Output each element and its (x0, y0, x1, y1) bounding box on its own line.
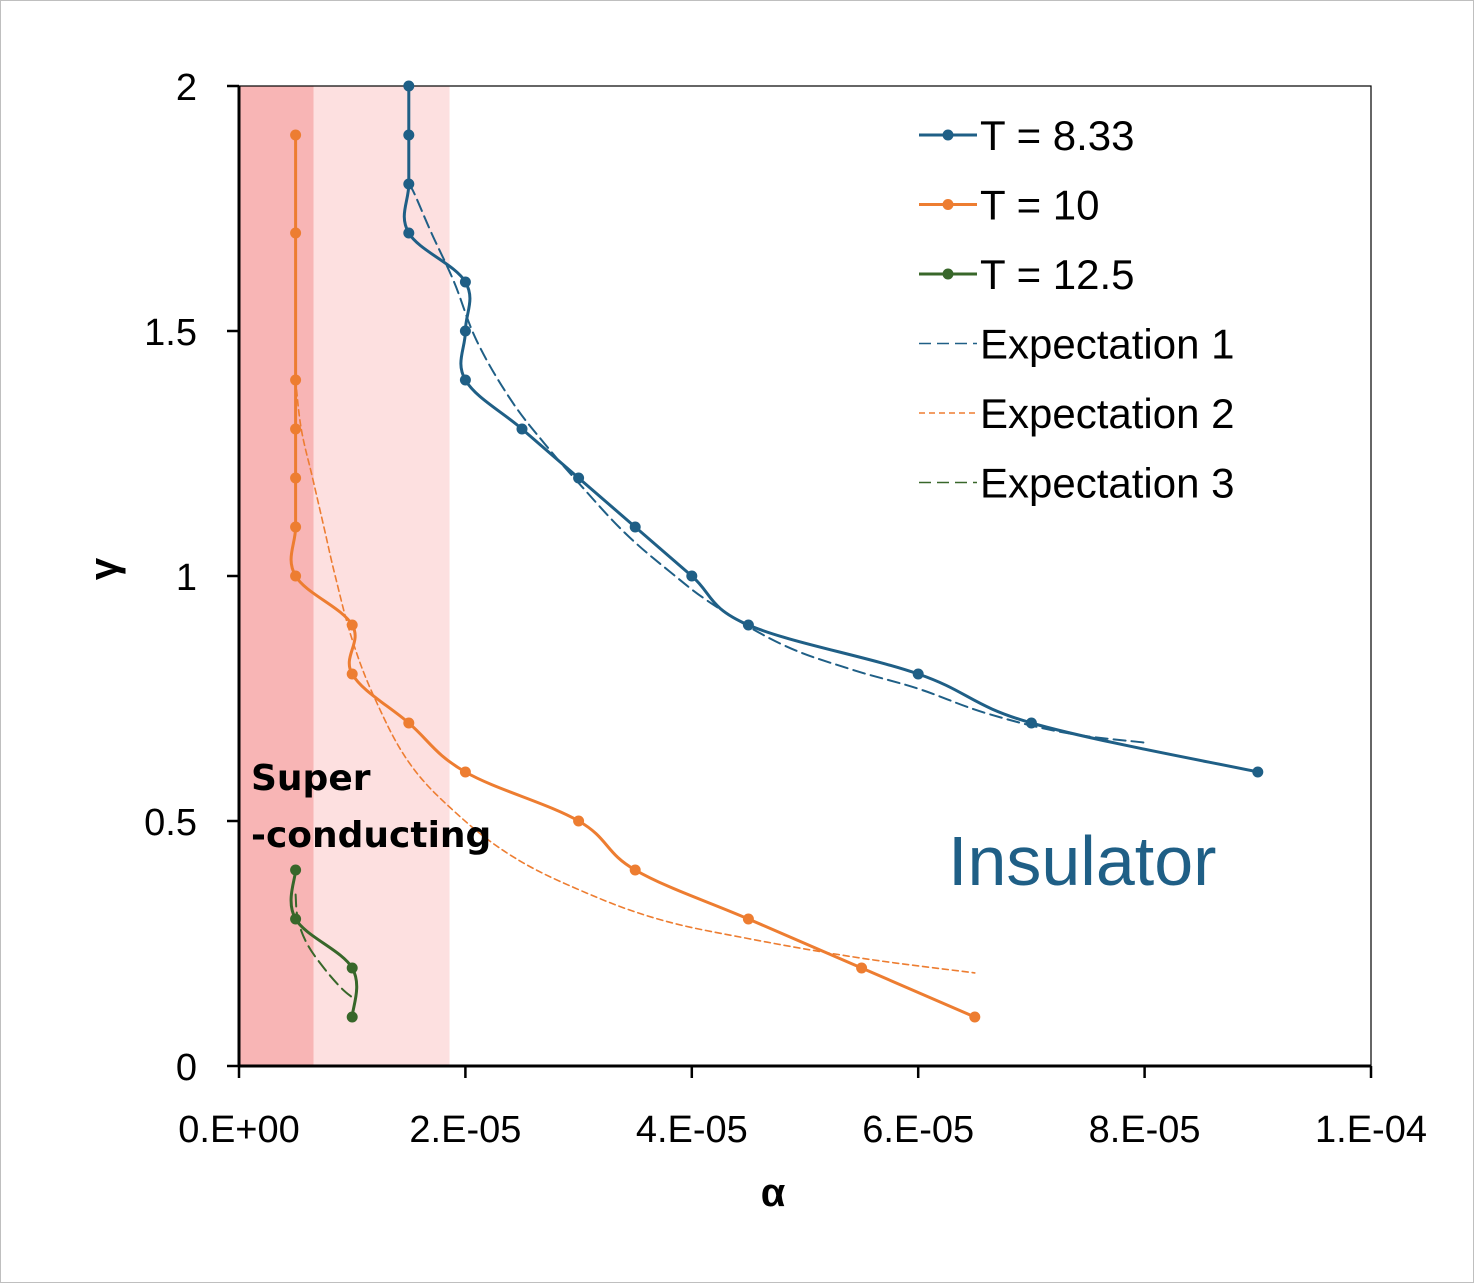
data-point (403, 129, 415, 141)
data-point (290, 129, 302, 141)
data-point (290, 423, 302, 435)
region-label-conducting: -conducting (251, 815, 491, 856)
legend-label-6: Expectation 3 (980, 460, 1235, 507)
data-point (686, 570, 698, 582)
region-shade-1 (239, 86, 314, 1066)
y-axis-title: γ (82, 557, 126, 580)
legend-marker-2 (942, 199, 954, 210)
x-tick-label: 1.E-04 (1315, 1109, 1427, 1151)
series-line-6 (294, 893, 354, 999)
data-point (912, 668, 924, 680)
data-point (346, 962, 358, 974)
data-point (290, 472, 302, 484)
data-point (403, 227, 415, 239)
data-point (856, 962, 868, 974)
y-tick-label: 1.5 (144, 312, 197, 354)
legend-label-3: T = 12.5 (980, 251, 1135, 298)
legend-label-1: T = 8.33 (980, 112, 1135, 159)
data-point (290, 864, 302, 876)
legend-marker-1 (942, 129, 954, 141)
data-point (629, 521, 641, 533)
y-tick-label: 0 (176, 1047, 197, 1089)
data-point (969, 1011, 981, 1023)
data-point (742, 619, 754, 631)
region-label-super: Super (251, 758, 371, 799)
data-point (459, 766, 471, 778)
data-point (346, 668, 358, 680)
data-point (629, 864, 641, 876)
data-point (346, 619, 358, 631)
region-label-insulator: Insulator (948, 822, 1216, 900)
data-point (516, 423, 528, 435)
legend-label-4: Expectation 1 (980, 321, 1235, 368)
x-tick-label: 8.E-05 (1089, 1109, 1201, 1151)
x-tick-label: 2.E-05 (409, 1109, 521, 1151)
data-point (346, 1011, 358, 1023)
data-point (459, 276, 471, 288)
series-line-3 (289, 868, 359, 1019)
y-tick-label: 2 (176, 67, 197, 109)
data-point (573, 815, 585, 827)
series-line-4 (407, 183, 1146, 744)
legend-label-2: T = 10 (980, 182, 1099, 229)
data-point (290, 570, 302, 582)
x-axis-title: α (761, 1171, 786, 1215)
data-point (459, 374, 471, 386)
data-point (459, 325, 471, 337)
legend-label-5: Expectation 2 (980, 390, 1235, 437)
data-point (742, 913, 754, 925)
data-point (403, 717, 415, 729)
y-tick-label: 0.5 (144, 802, 197, 844)
data-point (290, 521, 302, 533)
data-point (403, 80, 415, 92)
region-shade-2 (313, 86, 450, 1066)
x-tick-label: 0.E+00 (178, 1109, 300, 1151)
series-line-5 (294, 379, 976, 974)
x-tick-label: 4.E-05 (636, 1109, 748, 1151)
data-point (1252, 766, 1264, 778)
y-tick-label: 1 (176, 557, 197, 599)
legend-marker-3 (942, 268, 954, 280)
x-tick-label: 6.E-05 (862, 1109, 974, 1151)
data-point (290, 227, 302, 239)
